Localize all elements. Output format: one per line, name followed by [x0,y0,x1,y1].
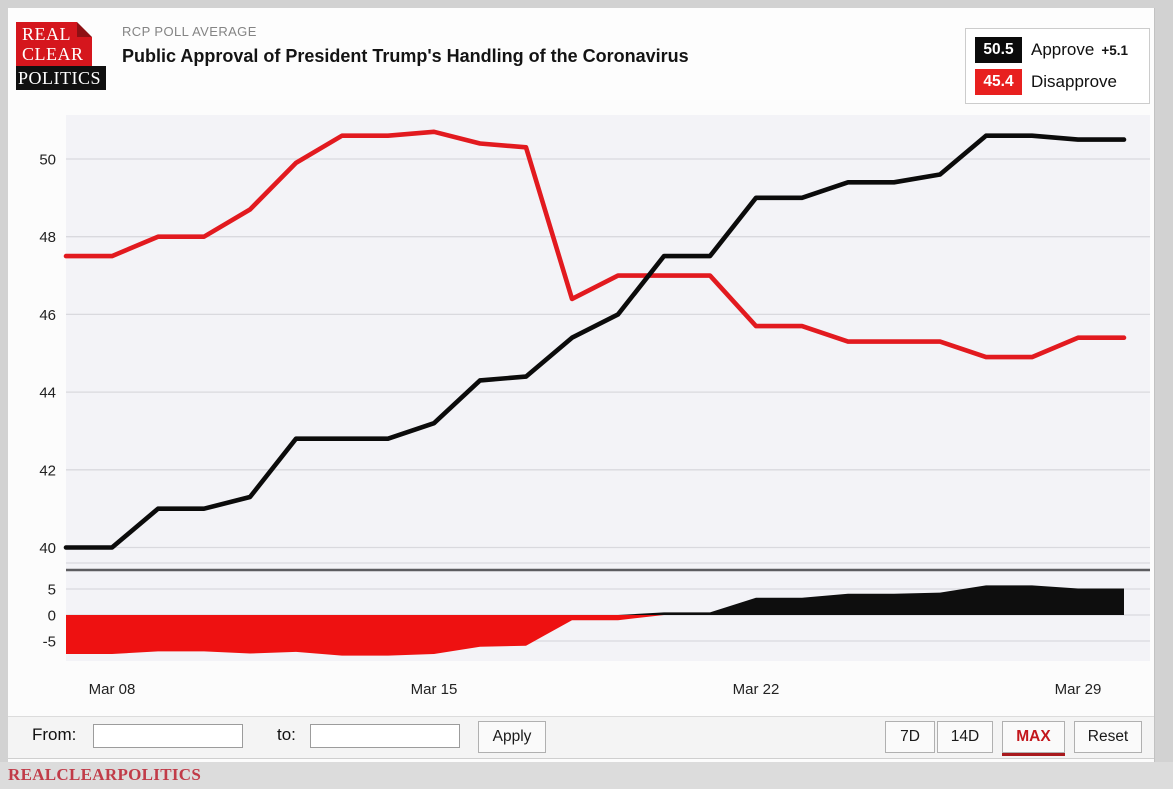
y-tick-label: 44 [39,385,56,402]
plot-background [66,115,1150,661]
rcp-logo-red-block: REAL CLEAR [16,22,92,66]
range-7d-button[interactable]: 7D [885,721,935,753]
from-date-input[interactable] [93,724,243,748]
y-tick-label: 48 [39,229,56,246]
disapprove-value-badge: 45.4 [975,69,1022,95]
spread-tick-label: 5 [48,582,56,599]
to-label: to: [277,725,296,744]
page-title: Public Approval of President Trump's Han… [122,46,689,66]
from-label: From: [32,725,77,744]
spread-tick-label: -5 [43,634,56,651]
spread-area-negative [66,615,1124,656]
x-tick-label: Mar 29 [1055,681,1102,698]
y-tick-label: 50 [39,152,56,169]
reset-button[interactable]: Reset [1074,721,1142,753]
x-tick-label: Mar 08 [89,681,136,698]
x-tick-label: Mar 22 [733,681,780,698]
spread-area-positive [66,585,1124,615]
approve-label: Approve [1031,40,1095,59]
logo-text-clear: CLEAR [22,44,84,64]
range-max-button[interactable]: MAX [1002,721,1065,756]
footer-bar: REALCLEARPOLITICS [0,762,1173,789]
logo-text-politics: POLITICS [16,66,106,90]
chart-region: 50 48 46 44 42 40 5 0 -5 Mar 08 Mar 15 Mar 22 Mar 29 [8,100,1153,714]
x-tick-label: Mar 15 [411,681,458,698]
legend: 50.5 Approve +5.1 45.4 Disapprove [965,28,1150,104]
range-14d-button[interactable]: 14D [937,721,993,753]
widget-card: REAL CLEAR POLITICS RCP POLL AVERAGE Pub… [8,8,1155,762]
series-line-approve [63,133,1127,550]
apply-button[interactable]: Apply [478,721,546,753]
legend-row-disapprove: 45.4 Disapprove [975,69,1149,95]
to-date-input[interactable] [310,724,460,748]
header: REAL CLEAR POLITICS RCP POLL AVERAGE Pub… [8,8,1154,104]
approve-value-badge: 50.5 [975,37,1022,63]
chart-kicker: RCP POLL AVERAGE [122,24,257,39]
y-tick-label: 42 [39,462,56,479]
rcp-logo: REAL CLEAR POLITICS [16,22,106,90]
legend-row-approve: 50.5 Approve +5.1 [975,37,1149,63]
spread-tick-label: 0 [48,608,56,625]
disapprove-label: Disapprove [1031,72,1117,91]
series-line-disapprove [63,129,1127,360]
realclearpolitics-wordmark: REALCLEARPOLITICS [8,765,202,784]
y-tick-label: 40 [39,540,56,557]
date-range-controls: From: to: Apply 7D 14D MAX Reset [8,716,1154,759]
y-tick-label: 46 [39,307,56,324]
logo-text-real: REAL [22,24,71,44]
approve-spread-value: +5.1 [1101,42,1128,58]
